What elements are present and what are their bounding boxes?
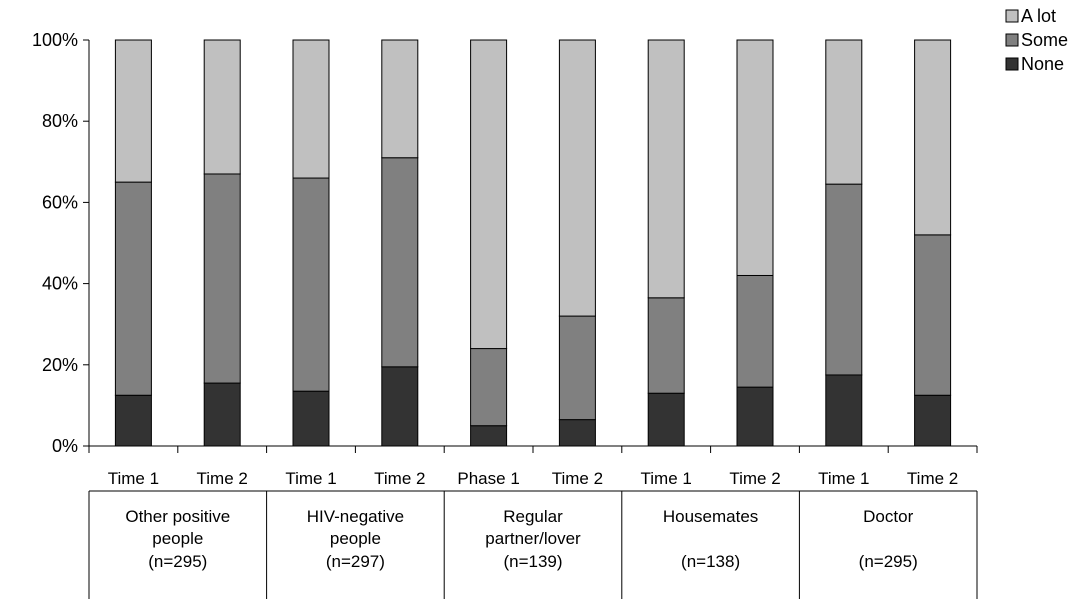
category-label: Time 1 bbox=[818, 469, 869, 488]
legend-swatch-a-lot bbox=[1005, 9, 1019, 23]
group-label-line: (n=295) bbox=[859, 552, 918, 571]
bar-segment-some-5 bbox=[470, 348, 508, 427]
group-label-line: (n=139) bbox=[503, 552, 562, 571]
category-label: Time 1 bbox=[285, 469, 336, 488]
y-tick-label: 0% bbox=[52, 436, 78, 456]
bar-segment-a-lot-6 bbox=[558, 39, 596, 317]
bar-segment-none-2 bbox=[203, 382, 241, 447]
bar-segment-a-lot-2 bbox=[203, 39, 241, 175]
group-label-line: (n=295) bbox=[148, 552, 207, 571]
category-label: Time 2 bbox=[729, 469, 780, 488]
group-label-line: (n=297) bbox=[326, 552, 385, 571]
legend: A lot Some None bbox=[1005, 6, 1068, 74]
bar-segment-some-1 bbox=[114, 181, 152, 396]
bar-segment-a-lot-8 bbox=[736, 39, 774, 276]
bar-segment-a-lot-9 bbox=[825, 39, 863, 185]
legend-swatch-none bbox=[1005, 57, 1019, 71]
bar-segment-some-7 bbox=[647, 297, 685, 394]
category-label: Phase 1 bbox=[457, 469, 519, 488]
y-tick-label: 80% bbox=[42, 111, 78, 131]
bar-segment-some-8 bbox=[736, 274, 774, 388]
labels-layer: 0% 20% 40% 60% 80% 100% Time 1 Time 2 Time 1 Time… bbox=[32, 30, 958, 571]
bar-segment-none-4 bbox=[381, 366, 419, 447]
category-label: Time 1 bbox=[108, 469, 159, 488]
bar-segment-none-5 bbox=[470, 425, 508, 447]
legend-label: Some bbox=[1021, 30, 1068, 50]
bar-segment-some-4 bbox=[381, 157, 419, 368]
bar-segment-none-6 bbox=[558, 419, 596, 447]
bar-segment-a-lot-1 bbox=[114, 39, 152, 183]
group-label-line: Other positive bbox=[125, 507, 230, 526]
bar-segment-some-6 bbox=[558, 315, 596, 421]
bar-segment-a-lot-7 bbox=[647, 39, 685, 299]
y-tick-label: 40% bbox=[42, 274, 78, 294]
group-label-line: HIV-negative bbox=[307, 507, 404, 526]
category-label: Time 2 bbox=[197, 469, 248, 488]
bar-segment-none-1 bbox=[114, 394, 152, 447]
y-tick-label: 20% bbox=[42, 355, 78, 375]
category-label: Time 2 bbox=[907, 469, 958, 488]
axes-layer bbox=[83, 39, 978, 599]
bar-segment-a-lot-4 bbox=[381, 39, 419, 159]
legend-label: None bbox=[1021, 54, 1064, 74]
bar-segment-some-3 bbox=[292, 177, 330, 392]
y-tick-label: 60% bbox=[42, 192, 78, 212]
bar-segment-a-lot-5 bbox=[470, 39, 508, 350]
category-label: Time 2 bbox=[374, 469, 425, 488]
bar-segment-none-9 bbox=[825, 374, 863, 447]
category-label: Time 2 bbox=[552, 469, 603, 488]
bar-segment-none-8 bbox=[736, 386, 774, 447]
group-label-line: partner/lover bbox=[485, 529, 581, 548]
y-tick-label: 100% bbox=[32, 30, 78, 50]
bar-segment-some-2 bbox=[203, 173, 241, 384]
bar-segment-some-10 bbox=[914, 234, 952, 396]
bar-segment-a-lot-10 bbox=[914, 39, 952, 236]
bars-layer bbox=[114, 39, 952, 447]
category-label: Time 1 bbox=[641, 469, 692, 488]
bar-segment-none-10 bbox=[914, 394, 952, 447]
group-label-line: people bbox=[152, 529, 203, 548]
bar-segment-none-3 bbox=[292, 390, 330, 447]
group-label-line: Regular bbox=[503, 507, 563, 526]
legend-label: A lot bbox=[1021, 6, 1056, 26]
bar-segment-none-7 bbox=[647, 392, 685, 447]
group-label-line: (n=138) bbox=[681, 552, 740, 571]
bar-segment-some-9 bbox=[825, 183, 863, 376]
group-label-line: Housemates bbox=[663, 507, 758, 526]
bar-segment-a-lot-3 bbox=[292, 39, 330, 179]
group-label-line: people bbox=[330, 529, 381, 548]
group-label-line: Doctor bbox=[863, 507, 913, 526]
legend-swatch-some bbox=[1005, 33, 1019, 47]
